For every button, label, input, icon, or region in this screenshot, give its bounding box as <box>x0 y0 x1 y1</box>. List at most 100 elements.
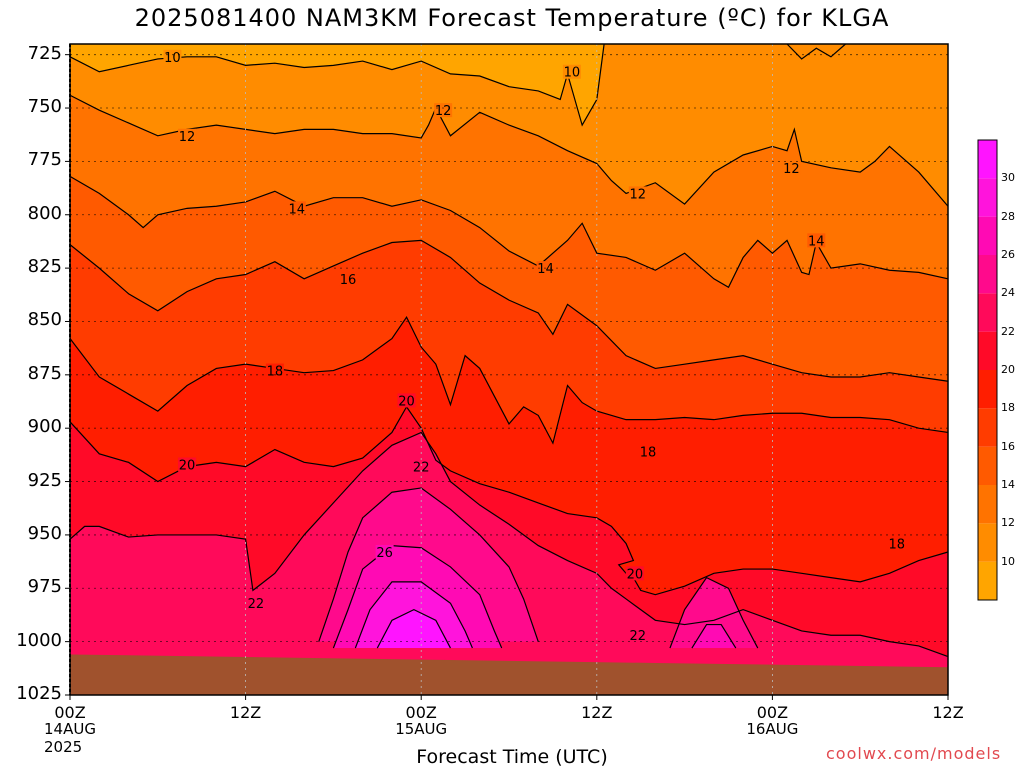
contour-label-bg <box>628 628 647 643</box>
contour-line-30 <box>376 608 451 649</box>
x-tick-date-label: 14AUG <box>44 720 96 738</box>
colorbar-label: 22 <box>1001 324 1015 338</box>
x-axis-title: Forecast Time (UTC) <box>416 746 608 768</box>
colorbar-label: 30 <box>1001 171 1015 185</box>
contour-label-12: 12 <box>179 130 196 145</box>
contour-line-24 <box>669 576 759 649</box>
contour-label-12: 12 <box>629 187 646 202</box>
colorbar-label: 10 <box>1001 554 1015 568</box>
contour-line-24 <box>318 487 539 642</box>
contour-label-10: 10 <box>164 51 181 66</box>
y-tick-label: 975 <box>27 576 62 598</box>
contour-line-18 <box>69 316 949 445</box>
colorbar-label: 14 <box>1001 478 1015 491</box>
contour-label-bg <box>639 444 658 459</box>
contour-label-bg <box>287 201 306 216</box>
contour-label-bg <box>628 186 647 201</box>
contour-line-26 <box>691 623 737 649</box>
x-tick-label: 12Z <box>581 703 613 722</box>
contour-label-bg <box>163 49 182 64</box>
contour-label-bg <box>178 457 197 472</box>
source-credit: coolwx.com/models <box>826 744 1002 763</box>
contour-label-bg <box>782 160 801 175</box>
contour-line-22 <box>69 431 949 658</box>
y-tick-label: 875 <box>27 362 62 384</box>
y-tick-label: 900 <box>27 416 62 438</box>
x-tick-date-label: 15AUG <box>395 720 448 738</box>
x-tick-date-label: 16AUG <box>746 720 799 738</box>
contour-label-22: 22 <box>413 461 430 476</box>
contour-line-26 <box>332 544 503 649</box>
x-tick-label: 00Z <box>405 703 437 722</box>
contour-label-18: 18 <box>889 537 906 552</box>
y-tick-label: 800 <box>27 202 62 224</box>
colorbar-label: 20 <box>1001 363 1015 376</box>
contour-label-22: 22 <box>629 629 646 644</box>
contour-label-18: 18 <box>640 446 657 461</box>
contour-line-20 <box>69 405 949 596</box>
colorbar-segment <box>978 140 997 179</box>
colorbar-segment <box>978 216 997 255</box>
contour-label-14: 14 <box>808 234 825 249</box>
contour-label-bg <box>375 544 394 559</box>
ground-surface <box>70 654 948 695</box>
contour-label-12: 12 <box>435 104 452 119</box>
contour-label-bg <box>434 103 453 118</box>
colorbar-segment <box>978 523 997 562</box>
y-tick-label: 850 <box>27 309 62 331</box>
colorbar-label: 18 <box>1001 401 1015 415</box>
contour-label-14: 14 <box>537 262 554 277</box>
colorbar-segment <box>978 485 997 524</box>
contour-line-28 <box>354 581 473 649</box>
contour-label-bg <box>397 393 416 408</box>
x-tick-label: 00Z <box>54 703 86 722</box>
y-tick-label: 775 <box>27 149 62 171</box>
y-tick-label: 1025 <box>16 683 62 704</box>
colorbar-segment <box>978 408 997 447</box>
contour-label-10: 10 <box>564 66 581 81</box>
contour-label-20: 20 <box>398 394 415 409</box>
colorbar-segment <box>978 255 997 294</box>
y-tick-label: 750 <box>27 96 62 118</box>
x-tick-label: 12Z <box>229 703 262 722</box>
x-tick-date-label: 2025 <box>44 738 83 756</box>
contour-label-bg <box>625 566 644 581</box>
y-tick-label: 950 <box>27 522 62 544</box>
contour-label-bg <box>887 536 906 551</box>
contour-label-26: 26 <box>376 546 393 561</box>
temperature-band-26 <box>691 624 736 649</box>
contour-label-bg <box>178 128 197 143</box>
colorbar-segment <box>978 178 997 217</box>
temperature-band-30 <box>377 609 451 649</box>
contour-label-bg <box>412 459 431 474</box>
colorbar-label: 16 <box>1001 439 1015 453</box>
contour-label-bg <box>246 596 265 611</box>
contour-label-bg <box>265 363 284 378</box>
contour-label-20: 20 <box>627 567 644 582</box>
temperature-band-10 <box>787 44 846 59</box>
contour-label-20: 20 <box>179 458 196 473</box>
contour-line-16 <box>69 239 949 382</box>
contour-label-16: 16 <box>340 273 357 288</box>
y-tick-label: 925 <box>27 469 62 491</box>
colorbar-segment <box>978 293 997 332</box>
temperature-band-24 <box>669 577 758 649</box>
contour-label-bg <box>807 233 826 248</box>
contour-line-10 <box>786 43 846 60</box>
colorbar-label: 24 <box>1001 286 1015 300</box>
colorbar-frame <box>977 139 998 601</box>
colorbar-segment <box>978 446 997 485</box>
colorbar-segment <box>978 561 997 600</box>
colorbar-segment <box>978 331 997 370</box>
contour-label-bg <box>339 271 358 286</box>
x-tick-label: 00Z <box>756 703 789 722</box>
colorbar-label: 12 <box>1001 516 1015 530</box>
contour-label-14: 14 <box>289 202 306 217</box>
contour-line-14 <box>69 175 949 289</box>
contour-label-12: 12 <box>783 162 800 177</box>
contour-label-18: 18 <box>267 365 284 380</box>
y-tick-label: 1000 <box>16 629 62 651</box>
colorbar-label: 28 <box>1001 209 1015 223</box>
y-tick-label: 825 <box>27 256 62 278</box>
